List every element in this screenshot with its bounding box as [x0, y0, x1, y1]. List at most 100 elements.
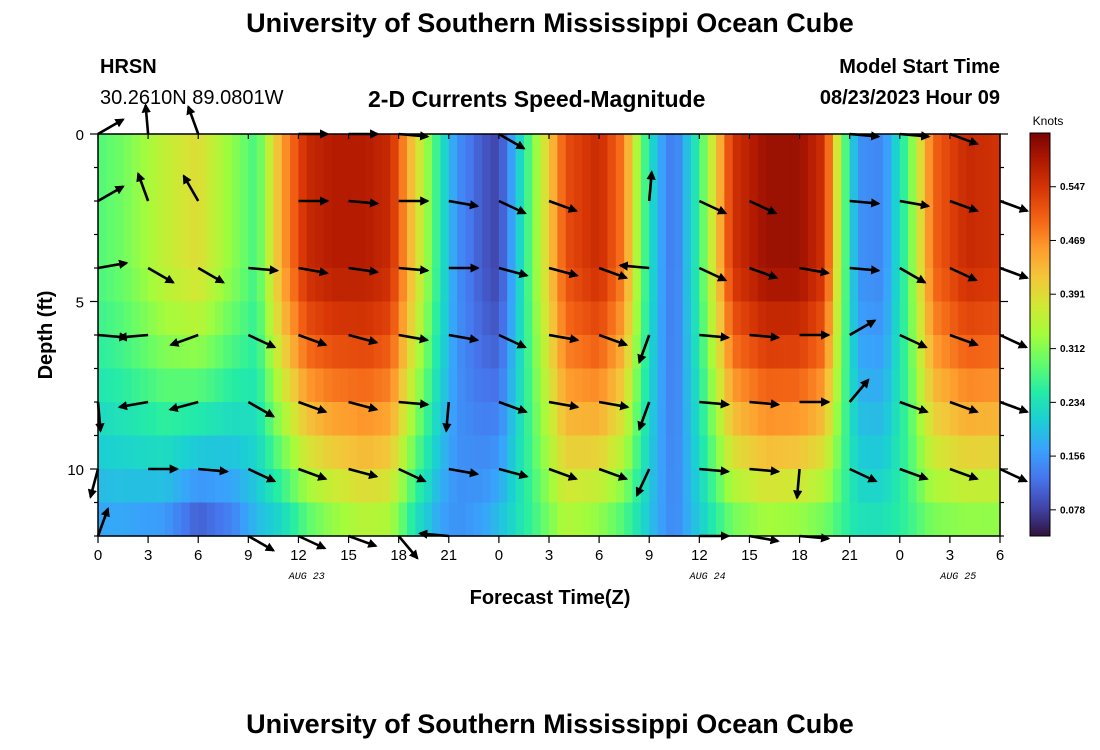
x-tick-label: 15 [741, 547, 758, 564]
heatmap-cell [415, 402, 425, 437]
heatmap-cell [632, 402, 642, 437]
heatmap-cell [507, 469, 517, 504]
heatmap-cell [983, 134, 993, 169]
heatmap-cell [465, 167, 475, 202]
heatmap-cell [699, 368, 709, 403]
heatmap-cell [657, 502, 667, 537]
current-vector-arrow [748, 266, 779, 280]
heatmap-cell [239, 268, 249, 303]
heatmap-cell [465, 301, 475, 336]
heatmap-cell [298, 301, 308, 336]
current-vector-arrow [498, 132, 526, 150]
heatmap-cell [281, 268, 291, 303]
heatmap-cell [874, 201, 884, 236]
heatmap-cell [390, 469, 400, 504]
heatmap-cell [557, 167, 567, 202]
heatmap-cell [958, 368, 968, 403]
heatmap-cell [256, 368, 266, 403]
heatmap-cell [298, 234, 308, 269]
heatmap-cell [498, 402, 508, 437]
heatmap-cell [281, 134, 291, 169]
heatmap-cell [457, 368, 467, 403]
heatmap-cell [799, 134, 809, 169]
current-vector-arrow [548, 400, 580, 411]
heatmap-cell [674, 469, 684, 504]
heatmap-cell [114, 201, 124, 236]
heatmap-cell [849, 435, 859, 470]
heatmap-cell [557, 234, 567, 269]
heatmap-cell [507, 402, 517, 437]
current-vector-arrow [398, 399, 430, 409]
heatmap-cell [916, 435, 926, 470]
heatmap-cell [131, 234, 141, 269]
heatmap-cell [265, 301, 274, 336]
heatmap-cell [966, 268, 976, 303]
heatmap-cell [741, 435, 751, 470]
heatmap-cell [398, 167, 408, 202]
heatmap-cell [181, 335, 191, 370]
heatmap-cell [515, 502, 525, 537]
heatmap-cell [574, 402, 584, 437]
heatmap-cell [908, 301, 918, 336]
heatmap-cell [707, 469, 717, 504]
heatmap-cell [114, 368, 124, 403]
heatmap-cell [657, 234, 667, 269]
heatmap-cell [891, 469, 901, 504]
heatmap-cell [674, 167, 684, 202]
x-tick-label: 3 [144, 547, 152, 564]
heatmap-cell [632, 234, 642, 269]
x-tick-label: 0 [896, 547, 904, 564]
heatmap-cell [131, 134, 141, 169]
current-vector-arrow [548, 333, 580, 344]
heatmap-cell [908, 134, 918, 169]
current-vector-arrow [949, 199, 979, 213]
heatmap-cell [824, 469, 834, 504]
heatmap-cell [265, 402, 274, 437]
heatmap-cell [123, 201, 133, 236]
heatmap-cell [966, 435, 976, 470]
heatmap-cell [356, 234, 366, 269]
heatmap-cell [724, 435, 734, 470]
heatmap-cell [791, 435, 801, 470]
heatmap-cell [114, 469, 124, 504]
heatmap-cell [657, 268, 667, 303]
current-vector-arrow [498, 266, 529, 279]
heatmap-cell [991, 268, 1001, 303]
heatmap-cell [574, 201, 584, 236]
heatmap-cell [173, 469, 183, 504]
heatmap-cell [331, 167, 341, 202]
heatmap-cell [791, 134, 801, 169]
current-vector-arrow [749, 399, 781, 409]
heatmap-cell [916, 469, 926, 504]
heatmap-cell [582, 167, 592, 202]
heatmap-cell [574, 134, 584, 169]
heatmap-cell [590, 335, 600, 370]
heatmap-cell [381, 368, 391, 403]
heatmap-cell [974, 402, 984, 437]
station-name: HRSN [100, 56, 157, 78]
heatmap-cell [716, 435, 725, 470]
heatmap-cell [774, 301, 784, 336]
heatmap-cell [899, 201, 909, 236]
heatmap-cell [983, 268, 993, 303]
heatmap-cell [699, 201, 709, 236]
heatmap-cell [966, 368, 976, 403]
heatmap-cell [432, 368, 442, 403]
heatmap-cell [549, 469, 558, 504]
heatmap-cell [958, 469, 968, 504]
heatmap-cell [156, 435, 166, 470]
current-vector-arrow [348, 266, 380, 276]
heatmap-cell [315, 134, 325, 169]
heatmap-cell [707, 134, 717, 169]
heatmap-cell [231, 368, 241, 403]
heatmap-cell [557, 502, 567, 537]
heatmap-cell [883, 201, 893, 236]
heatmap-cell [807, 368, 817, 403]
heatmap-cell [340, 167, 350, 202]
heatmap-cell [540, 402, 550, 437]
heatmap-cell [139, 201, 149, 236]
current-vector-arrow [298, 266, 329, 277]
heatmap-cell [707, 167, 717, 202]
heatmap-cell [340, 502, 350, 537]
heatmap-cell [974, 201, 984, 236]
